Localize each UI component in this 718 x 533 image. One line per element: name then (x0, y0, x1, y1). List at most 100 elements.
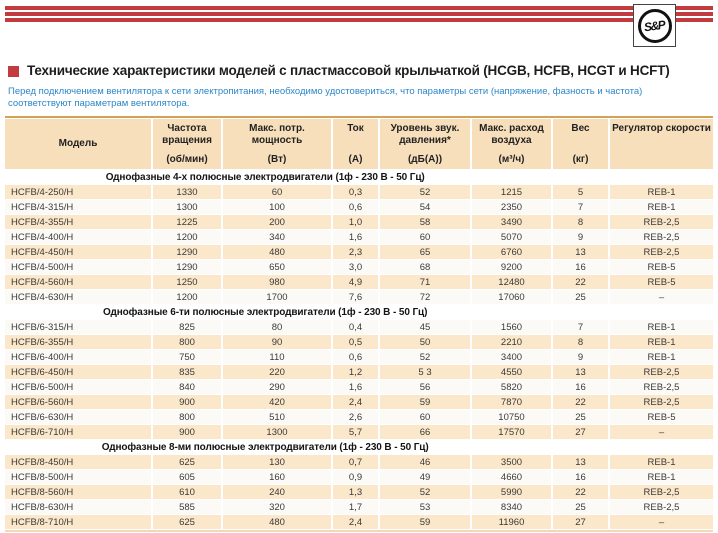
table-cell: 0,6 (333, 350, 378, 364)
table-cell: 7 (553, 200, 608, 214)
table-cell: REB-2,5 (610, 380, 713, 394)
model-cell: HCFB/4-630/H (5, 290, 151, 304)
table-cell: 625 (153, 515, 221, 529)
table-cell: – (610, 290, 713, 304)
table-cell: REB-2,5 (610, 500, 713, 514)
table-cell: 480 (223, 515, 331, 529)
table-cell: 835 (153, 365, 221, 379)
table-cell: 1200 (153, 230, 221, 244)
column-header-unit: (об/мин) (166, 154, 208, 165)
table-cell: 2,4 (333, 395, 378, 409)
table-cell: 0,6 (333, 200, 378, 214)
table-cell: 585 (153, 500, 221, 514)
table-cell: 2,3 (333, 245, 378, 259)
table-row: HCFB/6-400/H 750 110 0,6 52 3400 9 REB-1 (5, 350, 713, 364)
model-cell: HCFB/6-560/H (5, 395, 151, 409)
table-cell: 66 (380, 425, 470, 439)
table-cell: 53 (380, 500, 470, 514)
column-header: Регулятор скорости (610, 119, 713, 169)
model-cell: HCFB/8-630/H (5, 500, 151, 514)
model-cell: HCFB/8-560/H (5, 485, 151, 499)
table-cell: 25 (553, 290, 608, 304)
column-header-unit: (Вт) (267, 154, 287, 165)
column-header: Уровень звук. давления* (дБ(А)) (380, 119, 470, 169)
table-cell: 1300 (223, 425, 331, 439)
table-cell: 72 (380, 290, 470, 304)
table-cell: 25 (553, 500, 608, 514)
column-header: Макс. расход воздуха (м³/ч) (472, 119, 551, 169)
table-cell: 22 (553, 395, 608, 409)
column-header: Вес (кг) (553, 119, 608, 169)
table-cell: 46 (380, 455, 470, 469)
warning-notice: Перед подключением вентилятора к сети эл… (8, 86, 643, 109)
section-title: Однофазные 8-ми полюсные электродвигател… (101, 442, 429, 453)
table-cell: REB-2,5 (610, 245, 713, 259)
table-row: HCFB/4-250/H 1330 60 0,3 52 1215 5 REB-1 (5, 185, 713, 199)
red-stripe (5, 18, 713, 22)
table-cell: 16 (553, 260, 608, 274)
table-cell: 60 (380, 230, 470, 244)
table-row: HCFB/4-315/H 1300 100 0,6 54 2350 7 REB-1 (5, 200, 713, 214)
table-cell: 1,6 (333, 380, 378, 394)
table-cell: 68 (380, 260, 470, 274)
table-row: HCFB/4-400/H 1200 340 1,6 60 5070 9 REB-2,5 (5, 230, 713, 244)
table-cell: 160 (223, 470, 331, 484)
model-cell: HCFB/8-450/H (5, 455, 151, 469)
table-cell: 0,4 (333, 320, 378, 334)
table-cell: 825 (153, 320, 221, 334)
table-cell: 980 (223, 275, 331, 289)
model-cell: HCFB/4-500/H (5, 260, 151, 274)
header-stripes (5, 6, 713, 24)
table-row: HCFB/8-630/H 585 320 1,7 53 8340 25 REB-2,5 (5, 500, 713, 514)
model-cell: HCFB/8-710/H (5, 515, 151, 529)
table-cell: REB-2,5 (610, 230, 713, 244)
table-cell: 25 (553, 410, 608, 424)
table-cell: 1290 (153, 260, 221, 274)
model-cell: HCFB/4-450/H (5, 245, 151, 259)
table-cell: 52 (380, 350, 470, 364)
table-cell: 0,5 (333, 335, 378, 349)
model-cell: HCFB/8-500/H (5, 470, 151, 484)
model-cell: HCFB/6-500/H (5, 380, 151, 394)
table-cell: 6760 (472, 245, 551, 259)
model-cell: HCFB/4-315/H (5, 200, 151, 214)
table-row: HCFB/4-560/H 1250 980 4,9 71 12480 22 REB-5 (5, 275, 713, 289)
table-cell: 605 (153, 470, 221, 484)
table-cell: 200 (223, 215, 331, 229)
table-cell: 22 (553, 485, 608, 499)
table-cell: 5070 (472, 230, 551, 244)
table-cell: 17570 (472, 425, 551, 439)
table-cell: 320 (223, 500, 331, 514)
table-cell: 750 (153, 350, 221, 364)
table-cell: 110 (223, 350, 331, 364)
table-cell: 3490 (472, 215, 551, 229)
table-row: HCFB/6-710/H 900 1300 5,7 66 17570 27– (5, 425, 713, 439)
model-cell: HCFB/4-250/H (5, 185, 151, 199)
table-cell: 1290 (153, 245, 221, 259)
table-cell: 900 (153, 425, 221, 439)
table-cell: 9 (553, 350, 608, 364)
table-cell: 5,7 (333, 425, 378, 439)
table-cell: REB-1 (610, 335, 713, 349)
table-cell: 27 (553, 425, 608, 439)
table-row: HCFB/8-500/H 605 160 0,9 49 4660 16 REB-1 (5, 470, 713, 484)
table-cell: – (610, 425, 713, 439)
table-cell: 60 (380, 410, 470, 424)
table-cell: 22 (553, 275, 608, 289)
table-cell: 1,3 (333, 485, 378, 499)
table-cell: 1330 (153, 185, 221, 199)
column-header-label: Макс. расход воздуха (479, 123, 544, 146)
table-cell: 59 (380, 395, 470, 409)
table-cell: 1215 (472, 185, 551, 199)
table-cell: 65 (380, 245, 470, 259)
model-cell: HCFB/4-560/H (5, 275, 151, 289)
table-row: HCFB/6-500/H 840 290 1,6 56 5820 16 REB-2,5 (5, 380, 713, 394)
column-header: Ток (А) (333, 119, 378, 169)
column-header-unit: (кг) (572, 154, 589, 165)
table-cell: 220 (223, 365, 331, 379)
table-row: HCFB/4-500/H 1290 650 3,0 68 9200 16 REB-5 (5, 260, 713, 274)
table-cell: 4660 (472, 470, 551, 484)
table-cell: 16 (553, 470, 608, 484)
table-cell: 3500 (472, 455, 551, 469)
